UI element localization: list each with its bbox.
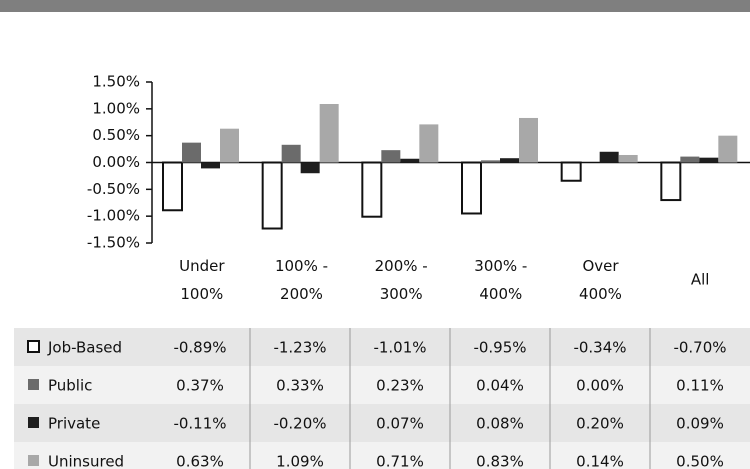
table-cell: 0.23% <box>376 377 424 395</box>
y-tick-label: 1.50% <box>92 73 140 91</box>
bar <box>162 161 183 212</box>
bar <box>519 117 538 163</box>
y-tick-label: 1.00% <box>92 99 140 117</box>
bar <box>680 156 700 163</box>
bar <box>400 158 420 163</box>
x-tick-label: Over 400% <box>579 257 622 303</box>
table-cell: -0.11% <box>173 415 226 433</box>
table-row <box>14 442 750 469</box>
x-tick-label: All <box>691 271 710 289</box>
table-cell: -1.23% <box>273 339 326 357</box>
legend-swatch <box>28 455 39 466</box>
table-cell: -0.89% <box>173 339 226 357</box>
x-tick-label: Under 100% <box>179 257 225 303</box>
legend-label: Uninsured <box>48 453 124 469</box>
legend-swatch <box>28 379 39 390</box>
table-cell: 0.83% <box>476 453 524 469</box>
table-cell: 0.04% <box>476 377 524 395</box>
table-cell: -0.34% <box>573 339 626 357</box>
table-cell: 0.09% <box>676 415 724 433</box>
table-cell: -0.70% <box>673 339 726 357</box>
y-tick-label: 0.50% <box>92 126 140 144</box>
bar <box>182 142 201 163</box>
table-cell: 0.08% <box>476 415 524 433</box>
bar <box>281 144 301 163</box>
bar <box>201 162 220 169</box>
legend-label: Job-Based <box>47 339 122 357</box>
bar <box>381 150 401 163</box>
bar <box>461 161 482 215</box>
bar <box>718 135 738 163</box>
legend-swatch <box>27 340 40 353</box>
legend-label: Public <box>48 377 92 395</box>
table-cell: 1.09% <box>276 453 324 469</box>
x-tick-label: 100% -200% <box>275 257 328 303</box>
bar <box>220 128 239 163</box>
bar <box>560 161 582 182</box>
bar <box>361 161 383 218</box>
table-cell: 0.50% <box>676 453 724 469</box>
bar <box>699 157 719 163</box>
bar <box>319 104 339 163</box>
table-cell: 0.07% <box>376 415 424 433</box>
table-cell: 0.00% <box>576 377 624 395</box>
bar <box>300 162 320 174</box>
table-cell: 0.14% <box>576 453 624 469</box>
table-cell: 0.20% <box>576 415 624 433</box>
bar <box>419 124 439 163</box>
bar <box>261 161 283 230</box>
bar <box>599 151 619 163</box>
table-cell: -1.01% <box>373 339 426 357</box>
table-cell: 0.33% <box>276 377 324 395</box>
legend-swatch <box>28 417 39 428</box>
y-tick-label: -0.50% <box>87 180 140 198</box>
table-cell: 0.63% <box>176 453 224 469</box>
table-row <box>14 328 750 366</box>
x-tick-label: 200% -300% <box>375 257 428 303</box>
y-tick-label: 0.00% <box>92 153 140 171</box>
table-cell: 0.11% <box>676 377 724 395</box>
table-row <box>14 366 750 404</box>
table-cell: 0.37% <box>176 377 224 395</box>
table-row <box>14 404 750 442</box>
table-cell: -0.95% <box>473 339 526 357</box>
legend-label: Private <box>48 415 100 433</box>
bar <box>481 160 500 163</box>
bar <box>660 161 682 202</box>
bar <box>618 154 638 163</box>
table-cell: 0.71% <box>376 453 424 469</box>
y-tick-label: -1.50% <box>87 234 140 252</box>
table-cell: -0.20% <box>273 415 326 433</box>
x-tick-label: 300% -400% <box>474 257 527 303</box>
bar <box>500 158 519 163</box>
top-bar <box>0 0 750 12</box>
y-tick-label: -1.00% <box>87 207 140 225</box>
